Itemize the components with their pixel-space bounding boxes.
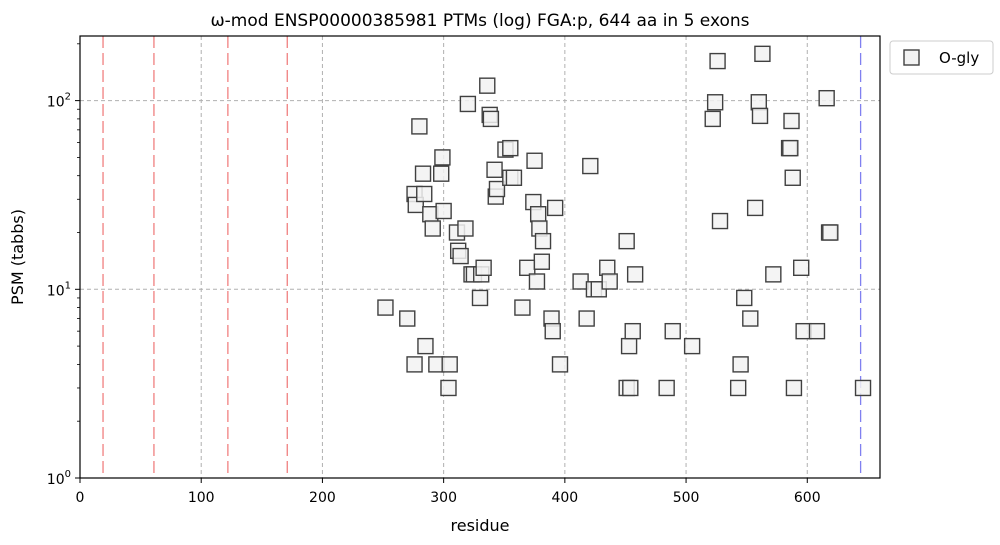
- chart-title: ω-mod ENSP00000385981 PTMs (log) FGA:p, …: [210, 11, 749, 31]
- data-point: [742, 310, 759, 327]
- data-point: [452, 247, 469, 265]
- legend-label-o-gly: O-gly: [939, 49, 979, 67]
- legend-marker-o-gly: [903, 49, 920, 66]
- data-point: [533, 253, 551, 270]
- data-point: [434, 149, 451, 166]
- data-point: [519, 259, 536, 277]
- data-point: [746, 199, 764, 217]
- data-point: [471, 289, 489, 307]
- data-point: [441, 356, 458, 373]
- data-point: [546, 199, 564, 217]
- plot-frame: [79, 35, 881, 479]
- data-point: [488, 180, 506, 198]
- data-point: [751, 107, 769, 125]
- data-point: [459, 95, 477, 113]
- x-axis-label: residue: [451, 516, 510, 535]
- data-point: [709, 52, 726, 70]
- x-tick-label: 200: [309, 490, 336, 506]
- data-point: [729, 379, 747, 397]
- data-point: [414, 165, 432, 182]
- x-tick-label: 100: [188, 490, 215, 506]
- data-point: [406, 356, 423, 373]
- data-point: [620, 337, 638, 355]
- x-tick-label: 400: [551, 490, 578, 506]
- data-point: [624, 322, 641, 340]
- data-point: [578, 310, 595, 327]
- y-tick-label: 100: [47, 469, 71, 488]
- x-tick-label: 600: [794, 490, 821, 506]
- x-tick-label: 500: [673, 490, 700, 506]
- data-point: [411, 118, 428, 135]
- data-point: [482, 110, 500, 128]
- data-point: [417, 337, 434, 355]
- data-point: [551, 356, 569, 373]
- data-point: [782, 139, 799, 157]
- data-point: [435, 202, 452, 220]
- data-point: [486, 161, 503, 178]
- data-point: [599, 259, 616, 277]
- y-tick-label: 102: [47, 92, 71, 111]
- data-point: [704, 110, 721, 128]
- data-point: [658, 379, 675, 397]
- data-point: [399, 310, 416, 327]
- data-point: [706, 94, 724, 111]
- data-point: [534, 232, 552, 250]
- grid-layer: [80, 36, 880, 478]
- data-point: [479, 77, 496, 94]
- data-point: [433, 165, 450, 182]
- data-point: [754, 45, 771, 63]
- data-point: [711, 212, 729, 230]
- y-axis-ticks: 100 101 102: [47, 43, 80, 488]
- data-point: [626, 266, 644, 283]
- data-point: [582, 157, 599, 175]
- x-tick-label: 300: [430, 490, 457, 506]
- data-points: [377, 45, 872, 397]
- data-point: [732, 356, 749, 373]
- data-point: [514, 299, 531, 316]
- y-axis-label: PSM (tabbs): [8, 209, 27, 305]
- data-point: [784, 169, 801, 186]
- data-point: [457, 220, 474, 237]
- data-point: [808, 322, 826, 340]
- data-point: [683, 337, 701, 355]
- data-point: [526, 152, 543, 169]
- exon-boundary-lines: [102, 36, 862, 478]
- data-point: [601, 273, 618, 290]
- data-point: [424, 220, 441, 237]
- data-point: [765, 266, 782, 283]
- y-tick-label: 101: [47, 280, 71, 299]
- data-point: [854, 379, 872, 397]
- data-point: [544, 322, 561, 340]
- data-point: [529, 206, 547, 223]
- data-point: [505, 169, 523, 186]
- data-point: [793, 259, 810, 277]
- data-point: [377, 299, 394, 316]
- legend: O-gly: [889, 40, 994, 75]
- plot-area: 0 100 200 300 400 500 600 100 101 102: [47, 35, 881, 506]
- data-point: [440, 379, 457, 397]
- data-point: [818, 89, 835, 107]
- data-point: [502, 139, 519, 157]
- data-point: [622, 379, 639, 397]
- x-tick-label: 0: [76, 490, 85, 506]
- data-point: [783, 112, 800, 130]
- data-point: [822, 224, 839, 241]
- legend-box: [889, 40, 994, 75]
- data-point: [664, 322, 681, 340]
- data-point: [416, 185, 433, 203]
- data-point: [528, 273, 546, 290]
- data-point: [785, 379, 803, 397]
- data-point: [475, 259, 492, 277]
- data-point: [736, 289, 753, 307]
- data-point: [618, 232, 635, 250]
- x-axis-ticks: 0 100 200 300 400 500 600: [76, 478, 821, 506]
- data-point: [750, 94, 767, 111]
